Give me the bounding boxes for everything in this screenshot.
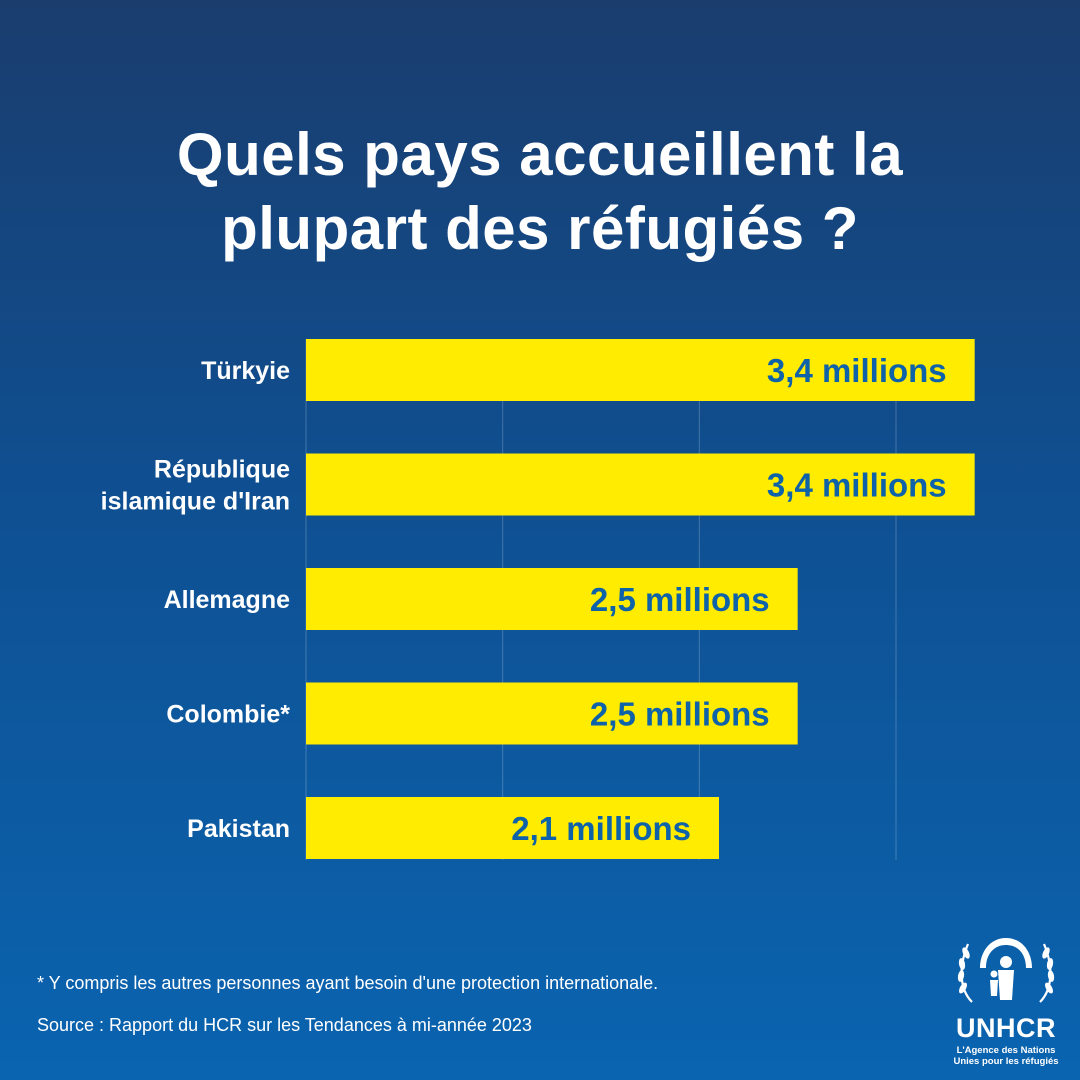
bar-value-label: 2,5 millions bbox=[590, 696, 770, 733]
chart-title: Quels pays accueillent la plupart des ré… bbox=[0, 118, 1080, 266]
chart-title-line-1: Quels pays accueillent la bbox=[176, 121, 904, 188]
category-label: Allemagne bbox=[164, 586, 291, 614]
bar-value-label: 3,4 millions bbox=[767, 467, 947, 504]
bar-chart: 3,4 millions Türkyie 3,4 millions Républiqu… bbox=[101, 339, 975, 859]
bar bbox=[306, 797, 719, 859]
source-note: Source : Rapport du HCR sur les Tendance… bbox=[37, 1015, 532, 1035]
unhcr-logo: UNHCR L'Agence des Nations Unies pour le… bbox=[950, 930, 1062, 1070]
category-label: République bbox=[154, 456, 290, 484]
bar-value-label: 3,4 millions bbox=[767, 352, 947, 389]
logo-tagline-1: L'Agence des Nations bbox=[956, 1045, 1056, 1056]
bar bbox=[306, 682, 798, 745]
laurel-shelter-icon bbox=[957, 938, 1055, 1003]
logo-name: UNHCR bbox=[956, 1013, 1056, 1043]
bar-value-label: 2,1 millions bbox=[511, 810, 691, 847]
bar bbox=[306, 453, 975, 516]
category-label: islamique d'Iran bbox=[101, 488, 290, 516]
category-label: Colombie* bbox=[166, 701, 290, 729]
logo-tagline-2: Unies pour les réfugiés bbox=[953, 1056, 1059, 1067]
bar bbox=[306, 568, 798, 630]
chart-title-line-2: plupart des réfugiés ? bbox=[221, 195, 859, 262]
bar bbox=[306, 339, 975, 401]
category-label: Pakistan bbox=[187, 815, 290, 843]
category-label: Türkyie bbox=[201, 357, 290, 385]
footnote: * Y compris les autres personnes ayant b… bbox=[37, 973, 659, 993]
bar-value-label: 2,5 millions bbox=[590, 581, 770, 618]
